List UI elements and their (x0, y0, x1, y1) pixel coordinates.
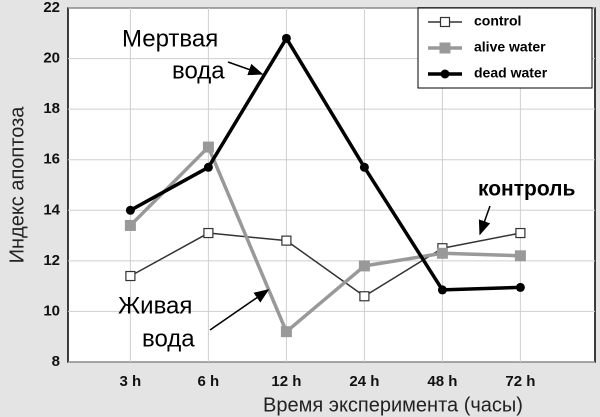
annotation: вода (172, 57, 225, 84)
arrow (209, 289, 270, 331)
annotation: контроль (478, 178, 576, 201)
point (439, 16, 451, 28)
series-line (129, 36, 521, 292)
point (359, 291, 370, 302)
annotation: Мертвая (122, 25, 218, 52)
point (359, 162, 369, 172)
point (437, 285, 447, 295)
point (281, 33, 291, 43)
point (280, 326, 292, 338)
point (439, 42, 451, 54)
point (281, 235, 292, 246)
arrow (478, 205, 491, 236)
arrow (227, 61, 264, 76)
y-tick-label: 12 (43, 252, 60, 269)
point (125, 270, 136, 282)
point (515, 227, 526, 239)
annotation: Живая (118, 292, 192, 319)
point (202, 141, 214, 153)
series-line (130, 232, 521, 298)
series-line (129, 145, 521, 334)
x-tick-label: 72 h (505, 373, 535, 390)
x-tick-label: 24 h (349, 373, 379, 390)
point (125, 205, 135, 215)
point (436, 247, 448, 259)
x-tick-label: 3 h (120, 373, 142, 390)
legend-entries: control alive water dead water (428, 13, 548, 81)
grid (68, 7, 595, 363)
y-tick-label: 8 (52, 353, 60, 370)
point (358, 260, 370, 272)
legend-label: dead water (474, 65, 548, 81)
x-tick-label: 12 h (271, 373, 301, 390)
y-tick-label: 16 (43, 151, 60, 168)
x-axis-label: Время эксперимента (часы) (263, 394, 523, 416)
legend-label: alive water (474, 39, 546, 55)
y-tick-label: 18 (43, 100, 60, 117)
point (203, 162, 213, 172)
y-axis-label: Индекс апоптоза (6, 106, 28, 264)
y-tick-label: 22 (43, 0, 60, 16)
y-tick-label: 10 (43, 302, 60, 319)
marks (124, 33, 526, 338)
y-tick-label: 20 (43, 50, 60, 67)
legend-label: control (474, 13, 521, 29)
point (440, 69, 450, 79)
x-tick-label: 6 h (198, 373, 220, 390)
point (124, 219, 136, 231)
y-tick-label: 14 (43, 201, 60, 218)
annotation: вода (142, 325, 195, 352)
point (203, 227, 214, 239)
point (514, 250, 526, 262)
point (515, 282, 525, 292)
x-tick-label: 48 h (427, 373, 457, 390)
